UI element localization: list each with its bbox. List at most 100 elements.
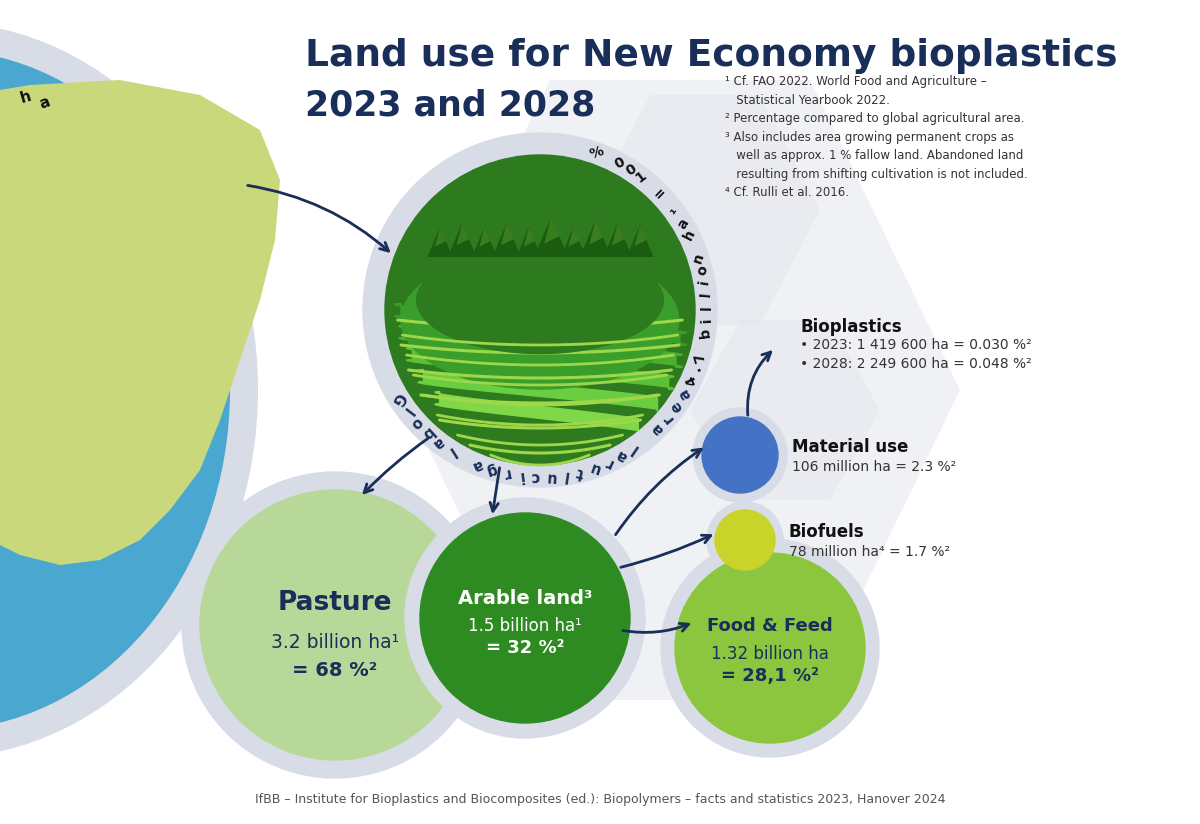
Text: t: t — [575, 464, 586, 480]
Text: l: l — [444, 443, 457, 459]
Circle shape — [694, 408, 787, 502]
Text: .: . — [689, 364, 704, 374]
Polygon shape — [590, 225, 602, 246]
Text: a: a — [430, 433, 446, 452]
Polygon shape — [515, 225, 542, 257]
Text: a: a — [674, 216, 691, 232]
Text: l: l — [700, 305, 714, 310]
Polygon shape — [590, 95, 820, 325]
Text: l: l — [400, 405, 414, 418]
Text: g: g — [484, 461, 498, 479]
Polygon shape — [560, 227, 586, 257]
Text: o: o — [695, 264, 710, 276]
Text: Land use for New Economy bioplastics: Land use for New Economy bioplastics — [305, 38, 1117, 74]
Text: %: % — [588, 144, 606, 162]
Polygon shape — [625, 223, 654, 257]
Text: l: l — [562, 467, 569, 483]
Text: 3.2 billion ha¹: 3.2 billion ha¹ — [271, 634, 400, 653]
Circle shape — [406, 498, 646, 738]
Text: 4: 4 — [683, 373, 700, 388]
Text: = 68 %²: = 68 %² — [293, 662, 378, 681]
Text: ¹ Cf. FAO 2022. World Food and Agriculture –
   Statistical Yearbook 2022.
² Per: ¹ Cf. FAO 2022. World Food and Agricultu… — [725, 75, 1027, 199]
Text: n: n — [690, 251, 707, 265]
Text: h: h — [18, 88, 32, 105]
Text: h: h — [680, 227, 697, 242]
Text: l: l — [700, 292, 714, 297]
Polygon shape — [690, 320, 880, 500]
Text: 106 million ha = 2.3 %²: 106 million ha = 2.3 %² — [792, 460, 956, 474]
Polygon shape — [604, 223, 632, 257]
Polygon shape — [500, 220, 515, 245]
Text: 1.5 billion ha¹: 1.5 billion ha¹ — [468, 617, 582, 635]
Text: c: c — [530, 470, 540, 485]
Text: • 2023: 1 419 600 ha = 0.030 %²: • 2023: 1 419 600 ha = 0.030 %² — [800, 338, 1032, 352]
Polygon shape — [0, 115, 10, 175]
Polygon shape — [400, 80, 960, 700]
Polygon shape — [449, 225, 475, 257]
Polygon shape — [635, 223, 647, 246]
Text: a: a — [37, 94, 52, 112]
Polygon shape — [426, 223, 455, 257]
Text: Food & Feed: Food & Feed — [707, 617, 833, 635]
Circle shape — [385, 155, 695, 465]
Text: a: a — [613, 447, 630, 465]
Text: Arable land³: Arable land³ — [458, 588, 592, 607]
Text: a: a — [469, 456, 485, 474]
Text: r: r — [660, 410, 676, 426]
Text: l: l — [628, 440, 641, 456]
Polygon shape — [457, 225, 469, 246]
Text: u: u — [587, 459, 601, 477]
Text: = 28,1 %²: = 28,1 %² — [721, 667, 818, 685]
Polygon shape — [569, 227, 580, 246]
Polygon shape — [582, 225, 610, 257]
Text: a: a — [676, 386, 694, 401]
Polygon shape — [472, 227, 497, 257]
Text: 2023 and 2028: 2023 and 2028 — [305, 88, 595, 122]
Text: e: e — [667, 398, 685, 414]
Circle shape — [674, 553, 865, 743]
Text: Bioplastics: Bioplastics — [800, 318, 901, 336]
Text: G: G — [389, 390, 408, 408]
Text: • 2028: 2 249 600 ha = 0.048 %²: • 2028: 2 249 600 ha = 0.048 %² — [800, 357, 1032, 371]
Text: b: b — [418, 424, 436, 442]
Text: r: r — [602, 454, 614, 471]
Text: r: r — [500, 466, 511, 482]
Circle shape — [200, 490, 470, 760]
Text: i: i — [700, 317, 714, 323]
Text: 1: 1 — [634, 168, 649, 185]
Text: =: = — [650, 185, 670, 203]
Text: o: o — [408, 414, 425, 431]
Text: = 32 %²: = 32 %² — [486, 639, 564, 657]
Circle shape — [182, 472, 488, 778]
Polygon shape — [612, 223, 625, 246]
Circle shape — [715, 510, 775, 570]
Polygon shape — [0, 80, 280, 565]
Circle shape — [707, 502, 784, 578]
Text: Pasture: Pasture — [277, 590, 392, 616]
Text: b: b — [698, 326, 713, 339]
Polygon shape — [536, 223, 565, 257]
Circle shape — [420, 513, 630, 723]
Polygon shape — [545, 223, 558, 246]
Circle shape — [702, 417, 778, 493]
Ellipse shape — [0, 50, 230, 730]
Polygon shape — [523, 225, 535, 246]
Text: 0: 0 — [623, 162, 638, 178]
Text: Biofuels: Biofuels — [790, 523, 865, 541]
Polygon shape — [50, 83, 130, 112]
Circle shape — [364, 133, 718, 487]
Polygon shape — [480, 227, 491, 246]
Ellipse shape — [0, 22, 258, 758]
Text: IfBB – Institute for Bioplastics and Biocomposites (ed.): Biopolymers – facts an: IfBB – Institute for Bioplastics and Bio… — [254, 793, 946, 806]
Text: a: a — [648, 420, 666, 438]
Text: 1.32 billion ha: 1.32 billion ha — [712, 645, 829, 663]
Polygon shape — [491, 220, 522, 257]
Circle shape — [661, 539, 878, 757]
Text: Material use: Material use — [792, 438, 908, 456]
Text: 0: 0 — [612, 155, 628, 171]
Text: 78 million ha⁴ = 1.7 %²: 78 million ha⁴ = 1.7 %² — [790, 545, 950, 559]
Text: u: u — [545, 469, 556, 485]
Ellipse shape — [401, 250, 679, 390]
Text: 7: 7 — [692, 350, 708, 363]
Ellipse shape — [416, 246, 664, 354]
